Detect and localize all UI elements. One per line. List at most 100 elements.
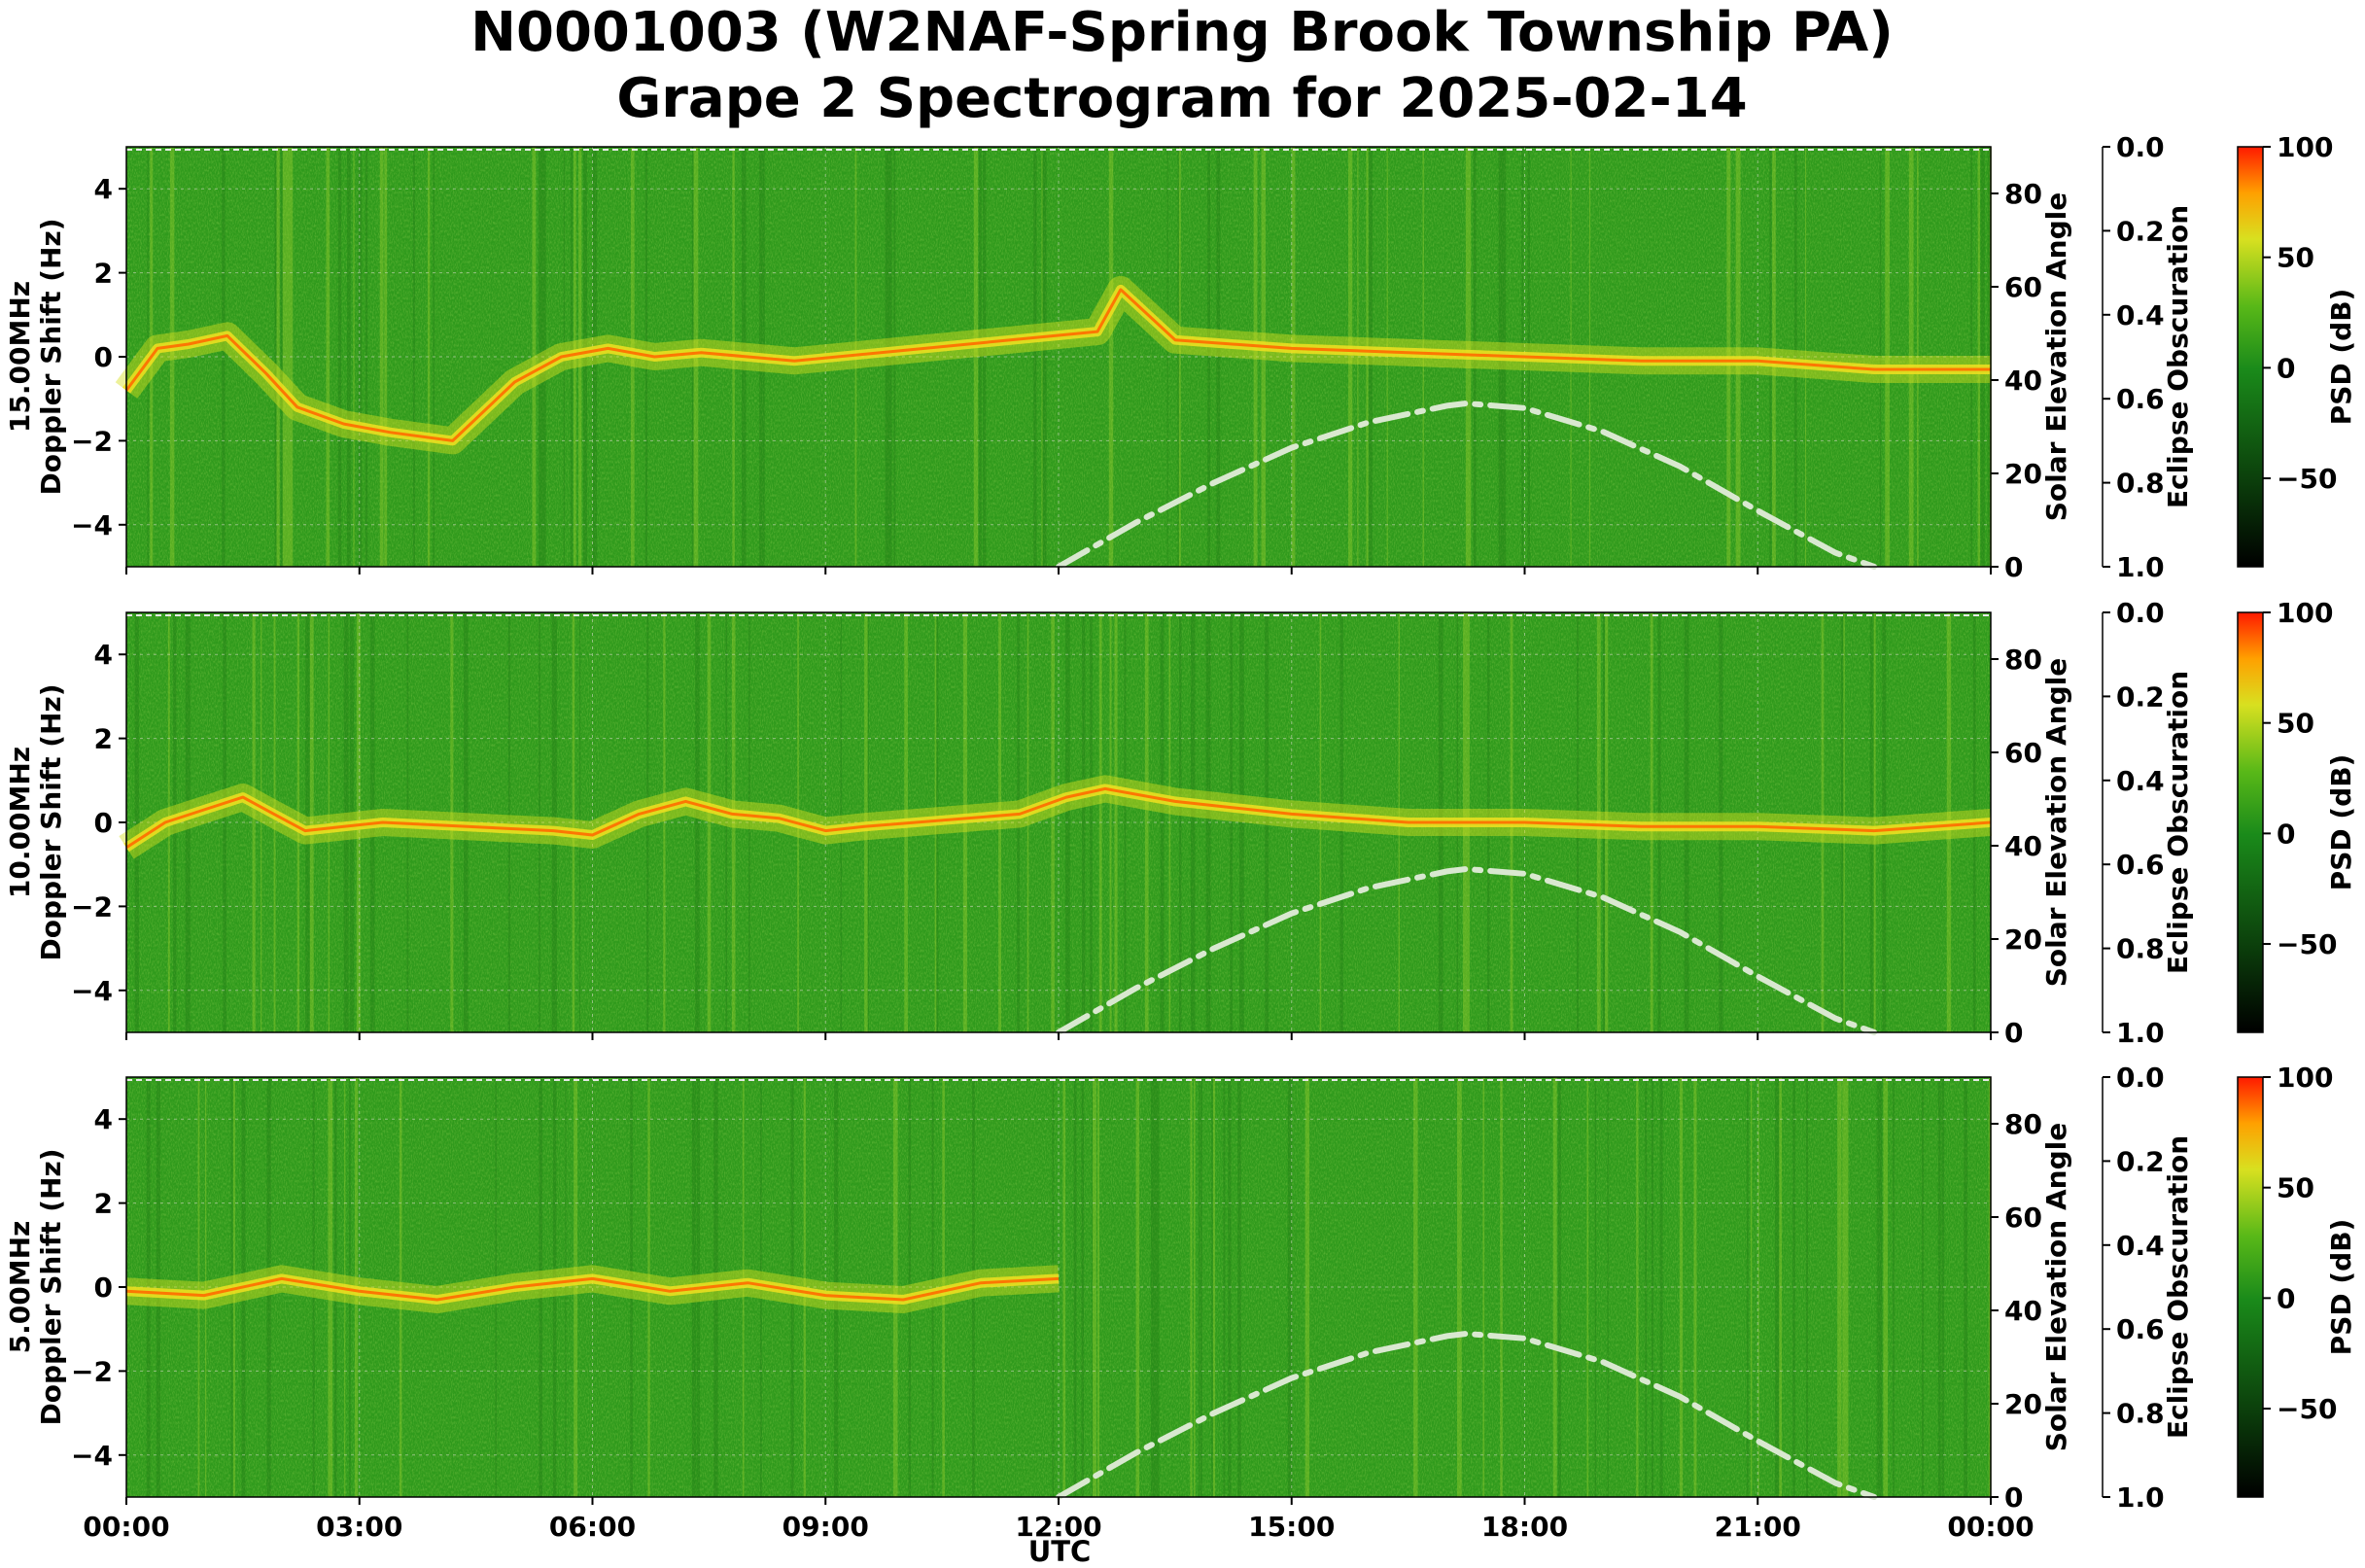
x-tick-label: 06:00 [549,1511,636,1543]
spectrogram-streak [592,147,598,567]
eclipse-tick-label: 0.8 [2116,468,2165,500]
spectrogram-streak [1886,147,1890,567]
spectrogram-streak [1211,1077,1213,1497]
spectrogram-streak [273,612,276,1032]
spectrogram-streak [1844,1077,1849,1497]
spectrogram-streak [252,612,256,1032]
solar-tick-label: 60 [2004,1202,2042,1234]
spectrogram-streak [893,147,896,567]
x-tick-label: 18:00 [1481,1511,1568,1543]
spectrogram-streak [1837,1077,1842,1497]
spectrogram-streak [286,147,291,567]
spectrogram-streak [1987,147,1990,567]
solar-elevation-curve [1056,865,1878,1035]
colorbar-tick-label: −50 [2277,1393,2337,1425]
spectrogram-streak [197,1077,200,1497]
spectrogram-streak [1775,1077,1781,1497]
spectrogram-streak [1357,147,1359,567]
y-tick-label: 2 [94,1188,113,1220]
spectrogram-streak [1679,1077,1684,1497]
eclipse-tick-label: 1.0 [2116,551,2165,583]
spectrogram-streak [1872,612,1876,1032]
solar-tick-label: 0 [2004,1017,2023,1049]
eclipse-tick-label: 0.0 [2116,131,2165,163]
spectrogram-streak [1062,1077,1066,1497]
eclipse-tick-label: 0.8 [2116,1398,2165,1430]
spectrogram-streak [1586,1077,1589,1497]
spectrogram-streak [551,612,557,1032]
spectrogram-streak [1206,612,1210,1032]
spectrogram-streak [1150,1077,1156,1497]
gridlines [125,1077,1992,1497]
spectrogram-streak [328,612,330,1032]
spectrogram-streak [1135,1077,1140,1497]
spectrogram-streak [572,612,575,1032]
frequency-label: 5.00MHz [4,1221,36,1354]
y-tick-label: 0 [94,807,113,839]
spectrogram-streak [1937,1077,1941,1497]
spectrogram-streak [1552,1077,1557,1497]
colorbar-tick-label: 100 [2277,131,2333,163]
solar-tick-label: 80 [2004,1108,2042,1140]
spectrogram-streak [1237,1077,1241,1497]
eclipse-tick-label: 0.2 [2116,680,2165,713]
spectrogram-streak [427,147,431,567]
spectrogram-streak [353,147,355,567]
spectrogram-streak [205,1077,207,1497]
frequency-label: 10.00MHz [4,747,36,898]
solar-tick-label: 20 [2004,1388,2042,1420]
colorbar-tick-label: 50 [2277,708,2314,740]
spectrogram-streak [284,147,290,567]
y-tick-label: −2 [71,890,113,923]
x-tick-label: 21:00 [1715,1511,1801,1543]
spectrogram-streak [1594,1077,1597,1497]
eclipse-tick-label: 1.0 [2116,1481,2165,1514]
eclipse-tick-label: 1.0 [2116,1017,2165,1049]
y-tick-label: −4 [71,1440,113,1472]
spectrogram-streak [1879,147,1882,567]
eclipse-axis-label: Eclipse Obscuration [2162,671,2194,974]
doppler-trace-core [125,1276,1060,1302]
solar-tick-label: 60 [2004,737,2042,769]
spectrogram-streak [1980,147,1985,567]
eclipse-axis-label: Eclipse Obscuration [2162,1135,2194,1439]
spectrogram-streak [1253,147,1258,567]
spectrogram-streak [346,147,351,567]
spectrogram-streak [169,147,175,567]
spectrogram-streak [1190,1077,1193,1497]
panel-15.00MHz: 420−2−415.00MHz Doppler Shift (Hz)0204060… [4,131,2357,583]
solar-tick-label: 80 [2004,178,2042,210]
spectrogram-streak [539,612,540,1032]
spectrogram-streak [1109,612,1112,1032]
figure-title-line2: Grape 2 Spectrogram for 2025-02-14 [616,67,1747,130]
x-axis-label: UTC [1028,1535,1092,1568]
x-tick-label: 00:00 [1947,1511,2034,1543]
y-tick-label: 4 [94,639,113,671]
y-tick-label: 2 [94,723,113,755]
spectrogram-streak [1124,612,1127,1032]
solar-tick-label: 40 [2004,1295,2042,1327]
spectrogram-streak [1216,147,1221,567]
spectrogram-streak [266,1077,271,1497]
solar-tick-label: 40 [2004,830,2042,862]
spectrogram-streak [1869,612,1873,1032]
y-tick-label: 2 [94,258,113,290]
doppler-axis-label: Doppler Shift (Hz) [35,1148,67,1425]
spectrogram-streak [305,612,311,1032]
y-tick-label: 0 [94,1272,113,1304]
panel-5.00MHz: 420−2−45.00MHz Doppler Shift (Hz)02040608… [4,1062,2357,1543]
frequency-label: 15.00MHz [4,281,36,433]
spectrogram-streak [1179,612,1182,1032]
spectrogram-streak [1041,147,1046,567]
colorbar [2237,1076,2264,1498]
spectrogram-streak [223,612,226,1032]
spectrogram-streak [1042,147,1047,567]
spectrogram-streak [1199,1077,1200,1497]
spectrogram-streak [565,1077,567,1497]
spectrogram-streak [1082,612,1086,1032]
y-tick-label: −2 [71,425,113,457]
eclipse-tick-label: 0.2 [2116,1145,2165,1177]
spectrogram-streak [748,612,750,1032]
spectrogram-streak [1805,147,1807,567]
spectrogram-streak [1873,612,1876,1032]
